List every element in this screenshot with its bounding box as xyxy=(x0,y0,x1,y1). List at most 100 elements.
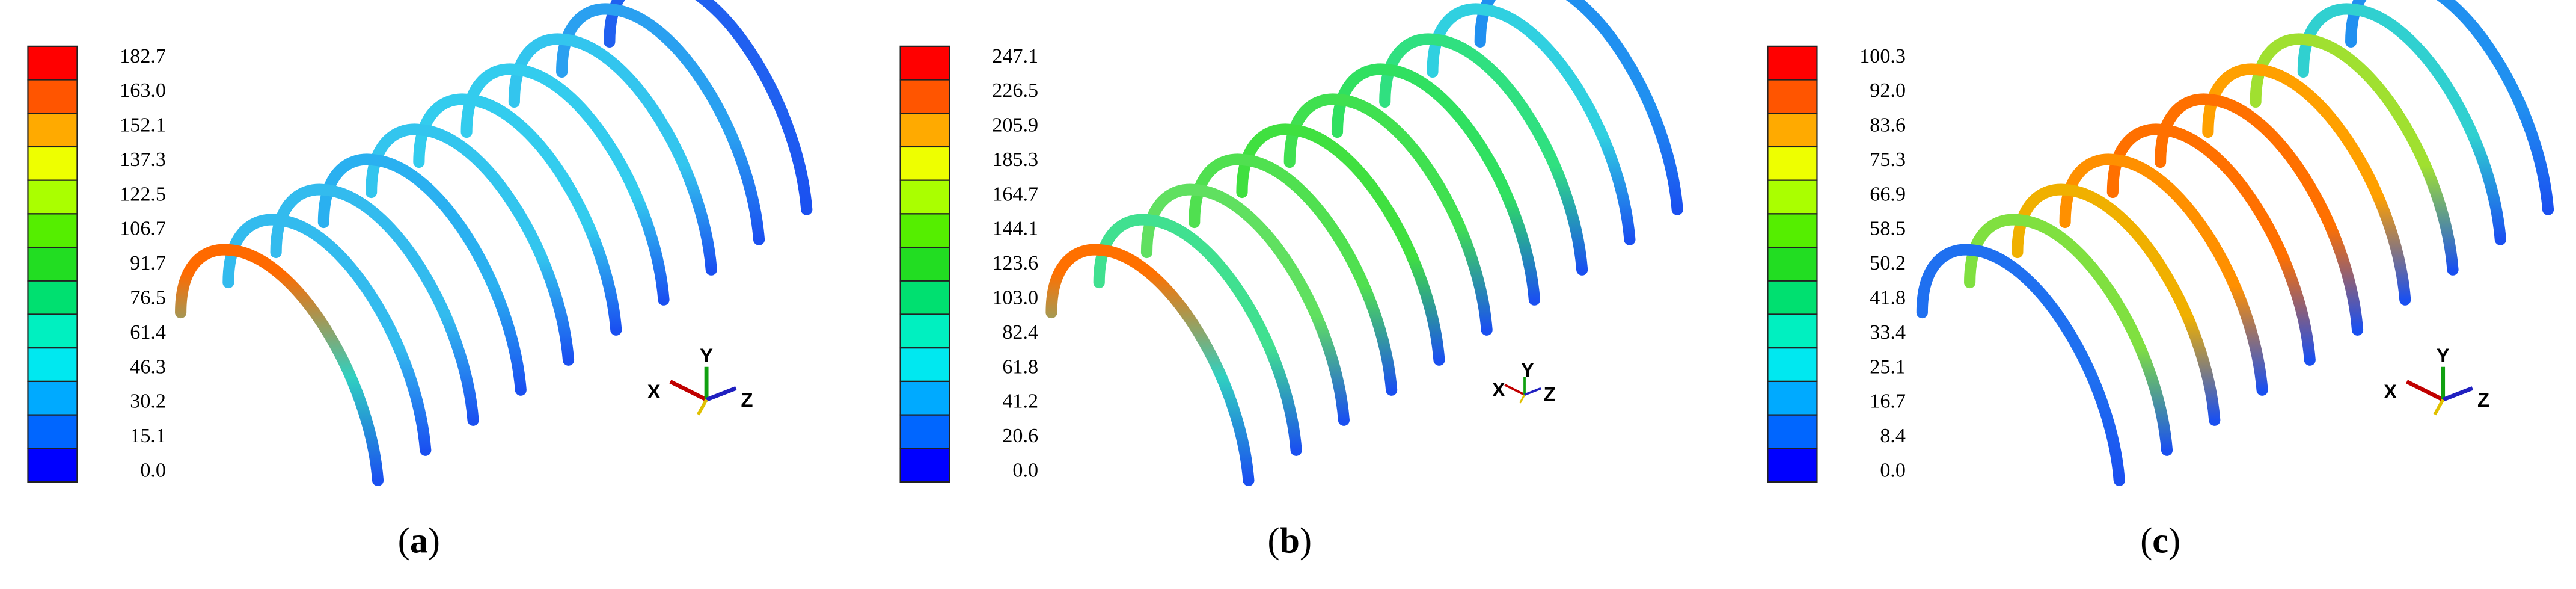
arch xyxy=(1964,214,2173,456)
legend-label: 0.0 xyxy=(1880,459,1906,481)
legend-swatch xyxy=(1767,380,1818,416)
legend-swatch xyxy=(1767,146,1818,181)
legend-label: 247.1 xyxy=(992,45,1038,67)
legend-label: 137.3 xyxy=(120,149,166,171)
axis-arrow xyxy=(669,380,708,402)
legend-label: 25.1 xyxy=(1870,356,1906,378)
arch xyxy=(317,153,527,396)
axis-label: Z xyxy=(2477,389,2489,411)
legend-swatch xyxy=(27,79,78,114)
legend-label: 61.4 xyxy=(130,321,166,344)
legend-swatch xyxy=(899,313,950,349)
legend-swatch xyxy=(1767,213,1818,248)
legend-label: 82.4 xyxy=(1002,321,1038,344)
legend-swatch xyxy=(27,179,78,215)
caption-part: c xyxy=(2152,521,2168,561)
legend-label: 8.4 xyxy=(1880,425,1906,447)
arch xyxy=(175,244,384,486)
caption-part: ) xyxy=(1300,521,1312,561)
legend-swatch xyxy=(1767,414,1818,449)
axis-label: X xyxy=(1492,378,1505,401)
arch xyxy=(270,183,479,426)
legend-label: 103.0 xyxy=(992,287,1038,309)
legend-label: 76.5 xyxy=(130,287,166,309)
legend-swatch xyxy=(27,280,78,315)
legend-swatch xyxy=(27,347,78,383)
legend-swatch xyxy=(27,113,78,148)
legend-label: 122.5 xyxy=(120,183,166,205)
arch xyxy=(1045,244,1255,486)
legend-swatch xyxy=(1767,113,1818,148)
legend-swatch xyxy=(899,179,950,215)
axis-arrow xyxy=(1524,387,1541,396)
legend-label: 66.9 xyxy=(1870,183,1906,205)
axis-label: Z xyxy=(1544,383,1556,405)
axis-arrow xyxy=(2433,399,2445,416)
legend-swatch xyxy=(1767,448,1818,483)
legend-label: 50.2 xyxy=(1870,252,1906,274)
arch xyxy=(1236,123,1445,366)
arch xyxy=(508,33,717,276)
legend-label: 92.0 xyxy=(1870,79,1906,102)
legend-label: 152.1 xyxy=(120,114,166,137)
arch xyxy=(413,93,622,336)
arch xyxy=(1093,214,1302,456)
legend-label: 0.0 xyxy=(140,459,166,481)
legend-swatch xyxy=(27,380,78,416)
arch xyxy=(1283,93,1493,336)
legend-swatch xyxy=(27,213,78,248)
legend-label: 144.1 xyxy=(992,218,1038,240)
arch xyxy=(604,0,813,215)
legend-swatch xyxy=(899,448,950,483)
arch xyxy=(2202,63,2411,306)
legend-swatch xyxy=(899,280,950,315)
caption-part: ( xyxy=(1267,521,1279,561)
legend-label: 20.6 xyxy=(1002,425,1038,447)
legend-label: 100.3 xyxy=(1859,45,1906,67)
arch xyxy=(556,3,765,245)
axis-label: X xyxy=(2384,380,2397,402)
axis-arrow xyxy=(1519,394,1526,404)
legend-label: 182.7 xyxy=(120,45,166,67)
legend-label: 58.5 xyxy=(1870,218,1906,240)
caption-part: ) xyxy=(2168,521,2180,561)
legend-label: 91.7 xyxy=(130,252,166,274)
legend-swatch xyxy=(27,246,78,282)
arch xyxy=(1474,0,1683,215)
legend-swatch xyxy=(1767,79,1818,114)
arch xyxy=(366,123,575,366)
legend-swatch xyxy=(27,313,78,349)
arch xyxy=(2106,123,2316,366)
axis-arrow xyxy=(1504,383,1525,396)
arch xyxy=(222,214,432,456)
legend-swatch xyxy=(27,146,78,181)
caption-part: ( xyxy=(398,521,410,561)
caption: (a) xyxy=(398,521,440,561)
legend-swatch xyxy=(899,414,950,449)
arch xyxy=(1140,183,1350,426)
legend-label: 83.6 xyxy=(1870,114,1906,137)
arch xyxy=(2012,183,2221,426)
panel: 182.7 163.0 152.1 137.3 122.5 106.7 91.7 76.5 61… xyxy=(27,0,813,561)
arch xyxy=(1379,33,1588,276)
caption-part: ) xyxy=(428,521,440,561)
legend-swatch xyxy=(899,380,950,416)
legend-swatch xyxy=(1767,313,1818,349)
arch xyxy=(2250,33,2459,276)
legend-label: 106.7 xyxy=(120,218,166,240)
arch xyxy=(1331,63,1540,306)
axis-label: X xyxy=(647,380,661,402)
legend-label: 15.1 xyxy=(130,425,166,447)
legend-swatch xyxy=(899,347,950,383)
axis-label: Z xyxy=(741,389,753,411)
arch xyxy=(460,63,670,306)
legend-label: 163.0 xyxy=(120,79,166,102)
panel: 247.1 226.5 205.9 185.3 164.7 144.1 123.6 103.0… xyxy=(899,0,1683,561)
axis-arrow xyxy=(2442,386,2474,402)
caption: (c) xyxy=(2140,521,2180,561)
legend-swatch xyxy=(27,414,78,449)
legend-label: 0.0 xyxy=(1012,459,1038,481)
arch xyxy=(2345,0,2554,215)
legend-label: 33.4 xyxy=(1870,321,1906,344)
